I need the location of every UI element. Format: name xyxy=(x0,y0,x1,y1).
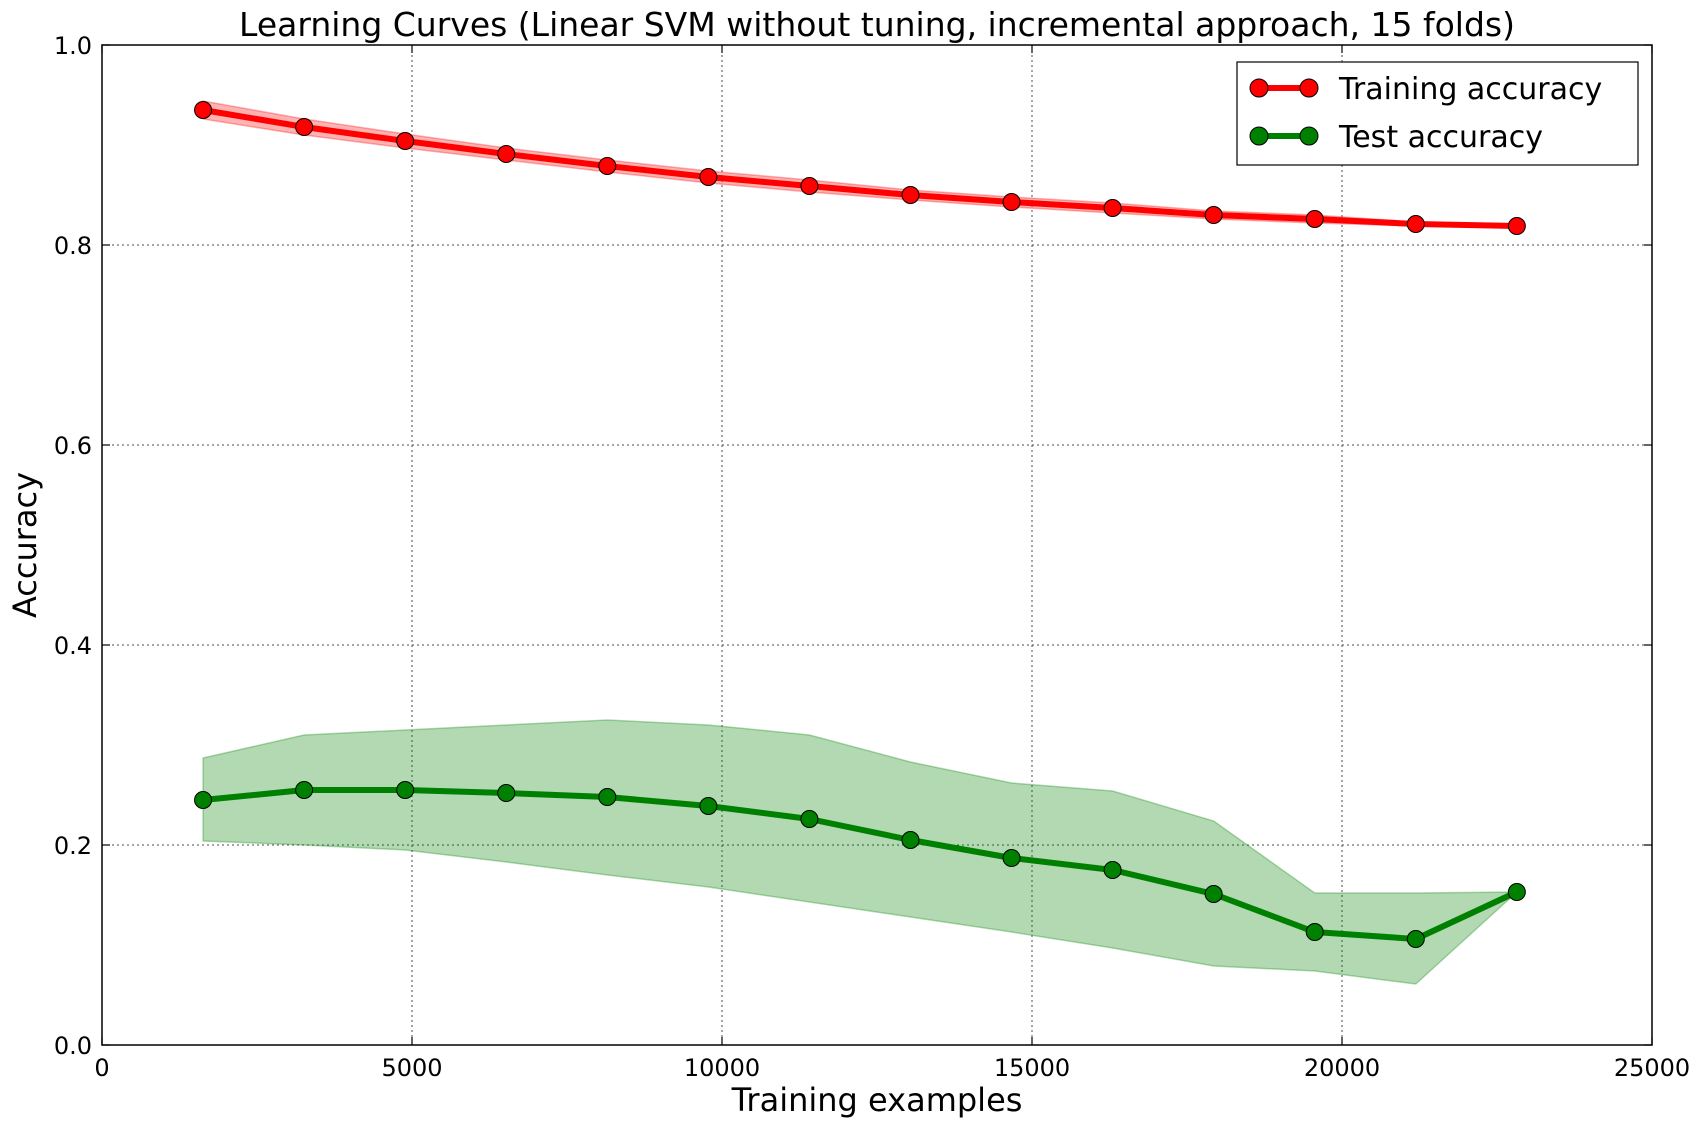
training-accuracy-point xyxy=(295,118,314,136)
x-tick-label: 25000 xyxy=(1614,1054,1690,1082)
x-tick-label: 15000 xyxy=(994,1054,1070,1082)
test-accuracy-band xyxy=(202,719,1519,985)
training-accuracy-point xyxy=(1305,210,1324,228)
plot-frame xyxy=(101,44,1653,1046)
test-accuracy-point xyxy=(1002,849,1021,867)
legend-marker-training-accuracy xyxy=(1299,78,1319,98)
test-accuracy-point xyxy=(1305,923,1324,941)
legend-label-training-accuracy: Training accuracy xyxy=(1338,72,1602,107)
training-accuracy-point xyxy=(1204,206,1223,224)
chart-title: Learning Curves (Linear SVM without tuni… xyxy=(239,5,1515,44)
test-accuracy-point xyxy=(598,788,617,806)
test-accuracy-point xyxy=(1204,885,1223,903)
test-accuracy-point xyxy=(497,784,516,802)
test-accuracy-line xyxy=(200,787,1520,942)
y-tick-label: 0.2 xyxy=(54,832,92,860)
series-points xyxy=(194,101,1526,948)
training-accuracy-line xyxy=(200,107,1520,229)
training-accuracy-point xyxy=(598,157,617,175)
x-tick-label: 0 xyxy=(94,1054,109,1082)
test-accuracy-point xyxy=(1103,861,1122,879)
x-tick-label: 5000 xyxy=(381,1054,442,1082)
axis-ticks: 0 5000 10000 15000 20000 25000 0.0 0.2 0.4 0.6 0.8… xyxy=(54,32,1690,1082)
legend-marker-test-accuracy xyxy=(1249,126,1269,146)
legend-box xyxy=(1236,61,1639,166)
test-accuracy-point xyxy=(800,810,819,828)
training-accuracy-point xyxy=(1002,193,1021,211)
training-accuracy-point xyxy=(901,186,920,204)
legend-marker-training-accuracy xyxy=(1249,78,1269,98)
y-tick-label: 0.0 xyxy=(54,1032,92,1060)
y-tick-label: 0.4 xyxy=(54,632,92,660)
legend: Training accuracy Test accuracy xyxy=(1236,61,1639,166)
legend-label-test-accuracy: Test accuracy xyxy=(1338,120,1543,155)
test-accuracy-point xyxy=(295,781,314,799)
training-accuracy-point xyxy=(1507,217,1526,235)
test-accuracy-point xyxy=(194,791,213,809)
test-accuracy-point xyxy=(901,831,920,849)
test-accuracy-point xyxy=(1406,930,1425,948)
training-accuracy-point xyxy=(497,145,516,163)
y-tick-label: 0.8 xyxy=(54,232,92,260)
x-tick-label: 20000 xyxy=(1304,1054,1380,1082)
legend-marker-test-accuracy xyxy=(1299,126,1319,146)
x-tick-label: 10000 xyxy=(684,1054,760,1082)
y-axis-title: Accuracy xyxy=(6,472,44,618)
training-accuracy-point xyxy=(1103,199,1122,217)
test-accuracy-point xyxy=(1507,883,1526,901)
training-accuracy-point xyxy=(194,101,213,119)
test-accuracy-point xyxy=(396,781,415,799)
training-accuracy-point xyxy=(1406,215,1425,233)
series-lines xyxy=(200,107,1520,942)
y-tick-label: 0.6 xyxy=(54,432,92,460)
test-accuracy-point xyxy=(699,797,718,815)
grid-lines xyxy=(102,45,1652,1045)
y-tick-label: 1.0 xyxy=(54,32,92,60)
training-accuracy-point xyxy=(800,177,819,195)
x-axis-title: Training examples xyxy=(731,1081,1023,1119)
training-accuracy-point xyxy=(396,132,415,150)
training-accuracy-point xyxy=(699,168,718,186)
